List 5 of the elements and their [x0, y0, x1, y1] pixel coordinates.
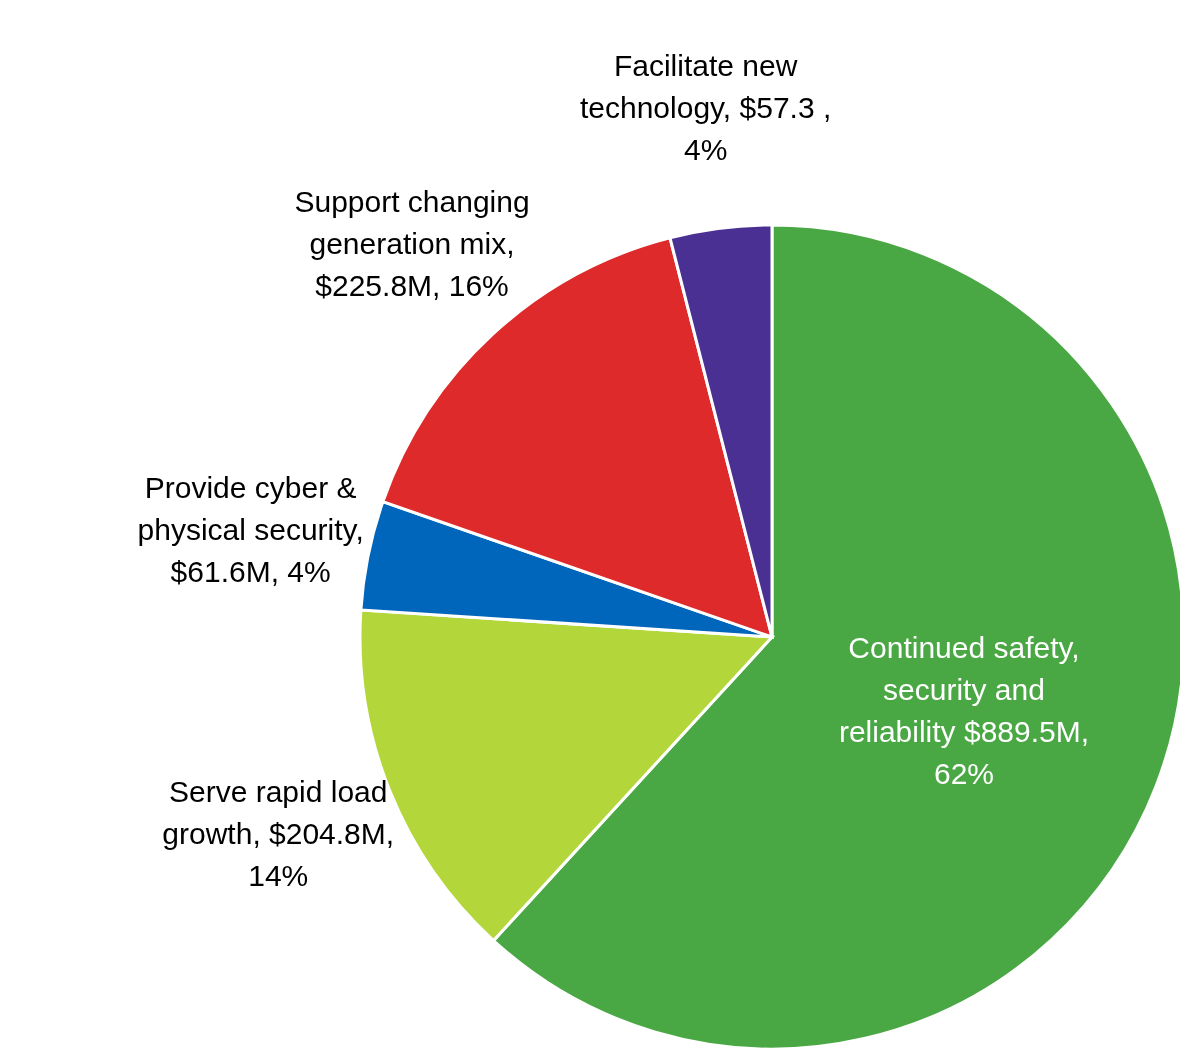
slice-label: Facilitate new technology, $57.3 , 4% [579, 49, 832, 167]
slice-label: Continued safety, security and reliability $889.5M, 62% [838, 630, 1090, 790]
slice-label: Support changing generation mix, $225.8M, 16% [294, 185, 530, 303]
slice-label: Serve rapid load growth, $204.8M, 14% [162, 775, 395, 893]
slice-label: Provide cyber & physical security, $61.6M, 4% [137, 471, 364, 589]
